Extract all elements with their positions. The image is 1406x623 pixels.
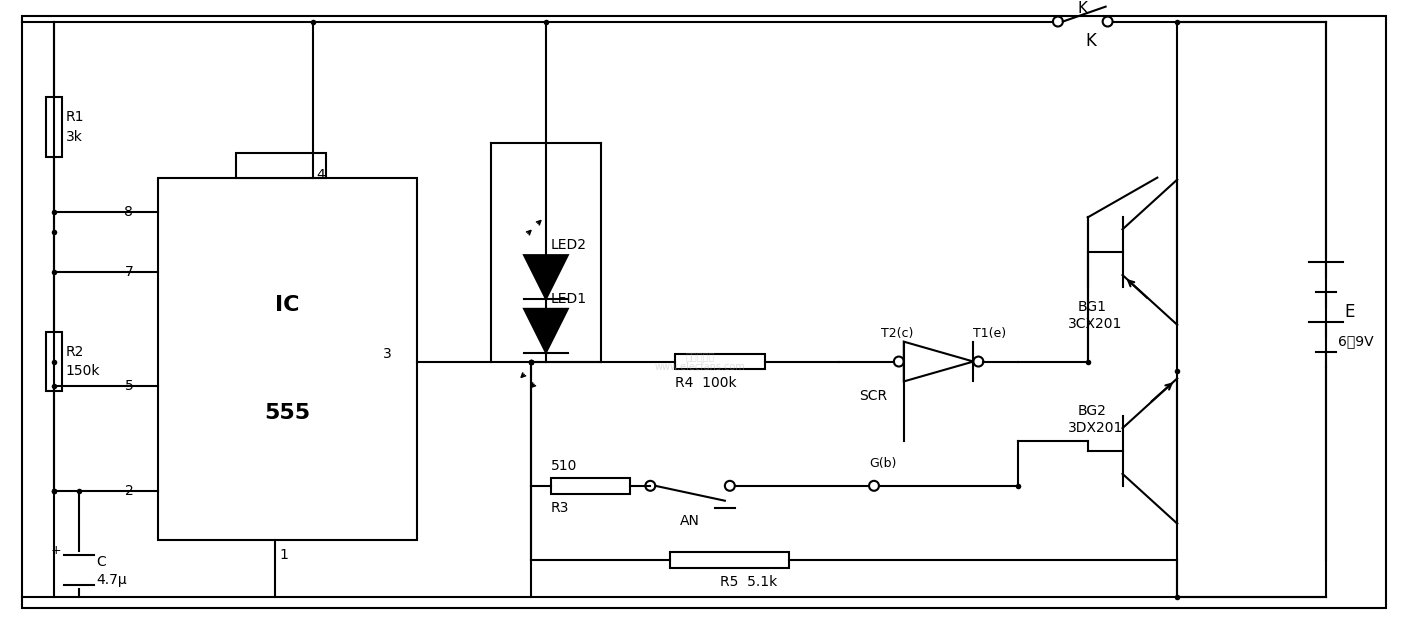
Text: 4.7μ: 4.7μ	[97, 573, 127, 587]
Bar	[675, 354, 765, 369]
Text: R4  100k: R4 100k	[675, 376, 737, 391]
Text: G(b): G(b)	[869, 457, 897, 470]
Text: +: +	[51, 544, 62, 557]
Text: IC: IC	[276, 295, 299, 315]
Text: 5: 5	[125, 379, 134, 393]
Text: 510: 510	[551, 459, 578, 473]
Text: T2(c): T2(c)	[882, 327, 914, 340]
Text: R3: R3	[551, 501, 569, 515]
Text: 150k: 150k	[66, 364, 100, 379]
Bar	[671, 553, 790, 568]
Bar	[46, 331, 62, 391]
Text: SCR: SCR	[859, 389, 887, 403]
Text: BG2: BG2	[1078, 404, 1107, 418]
Text: K: K	[1078, 1, 1088, 16]
Text: 3DX201: 3DX201	[1067, 421, 1123, 435]
Text: 3CX201: 3CX201	[1067, 316, 1122, 331]
Text: 3k: 3k	[66, 130, 83, 144]
Bar	[46, 97, 62, 157]
Text: T1(e): T1(e)	[973, 327, 1007, 340]
Text: C: C	[97, 555, 107, 569]
Text: 3: 3	[382, 346, 392, 361]
Bar	[551, 478, 630, 494]
Circle shape	[645, 481, 655, 491]
Bar	[236, 153, 326, 178]
Text: LED2: LED2	[551, 238, 586, 252]
Text: 555: 555	[264, 404, 311, 424]
Text: 2: 2	[125, 484, 134, 498]
Polygon shape	[524, 255, 568, 299]
Text: 7: 7	[125, 265, 134, 279]
Text: 4: 4	[316, 168, 325, 182]
Text: LED1: LED1	[551, 292, 588, 306]
Polygon shape	[524, 309, 568, 353]
Text: R5  5.1k: R5 5.1k	[720, 575, 778, 589]
Text: 1: 1	[280, 548, 288, 563]
Text: BG1: BG1	[1078, 300, 1107, 314]
Circle shape	[1102, 17, 1112, 27]
Text: 电子爱好者
www.elecfans.com: 电子爱好者 www.elecfans.com	[655, 351, 745, 373]
Circle shape	[894, 356, 904, 366]
Text: R2: R2	[66, 345, 84, 359]
Bar	[159, 178, 416, 541]
Text: AN: AN	[681, 513, 700, 528]
Text: E: E	[1344, 303, 1354, 321]
Text: 6～9V: 6～9V	[1339, 335, 1374, 349]
Text: K: K	[1085, 32, 1097, 50]
Circle shape	[1053, 17, 1063, 27]
Text: R1: R1	[66, 110, 84, 124]
Circle shape	[869, 481, 879, 491]
Circle shape	[725, 481, 735, 491]
Circle shape	[973, 356, 983, 366]
Text: 8: 8	[125, 206, 134, 219]
